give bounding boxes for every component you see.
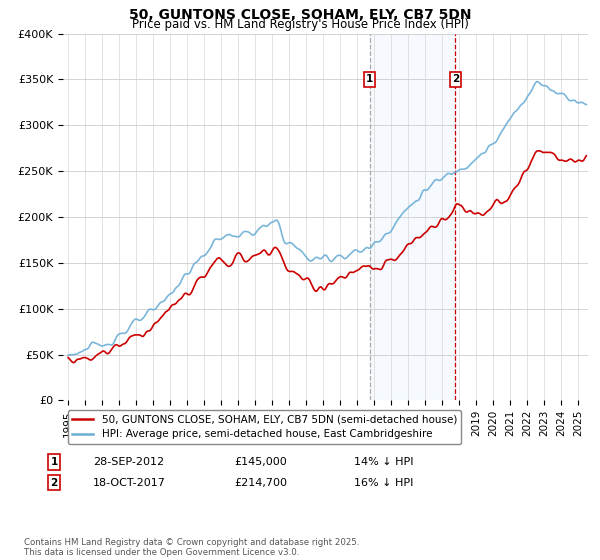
Text: Price paid vs. HM Land Registry's House Price Index (HPI): Price paid vs. HM Land Registry's House … bbox=[131, 18, 469, 31]
Text: 50, GUNTONS CLOSE, SOHAM, ELY, CB7 5DN: 50, GUNTONS CLOSE, SOHAM, ELY, CB7 5DN bbox=[129, 8, 471, 22]
Legend: 50, GUNTONS CLOSE, SOHAM, ELY, CB7 5DN (semi-detached house), HPI: Average price: 50, GUNTONS CLOSE, SOHAM, ELY, CB7 5DN (… bbox=[68, 410, 461, 444]
Text: £214,700: £214,700 bbox=[234, 478, 287, 488]
Text: £145,000: £145,000 bbox=[234, 457, 287, 467]
Text: 1: 1 bbox=[50, 457, 58, 467]
Text: 28-SEP-2012: 28-SEP-2012 bbox=[93, 457, 164, 467]
Text: 18-OCT-2017: 18-OCT-2017 bbox=[93, 478, 166, 488]
Text: 2: 2 bbox=[452, 74, 459, 85]
Text: 1: 1 bbox=[366, 74, 373, 85]
Text: 2: 2 bbox=[50, 478, 58, 488]
Text: 14% ↓ HPI: 14% ↓ HPI bbox=[354, 457, 413, 467]
Bar bbox=[370, 34, 455, 400]
Text: 16% ↓ HPI: 16% ↓ HPI bbox=[354, 478, 413, 488]
Text: Contains HM Land Registry data © Crown copyright and database right 2025.
This d: Contains HM Land Registry data © Crown c… bbox=[24, 538, 359, 557]
